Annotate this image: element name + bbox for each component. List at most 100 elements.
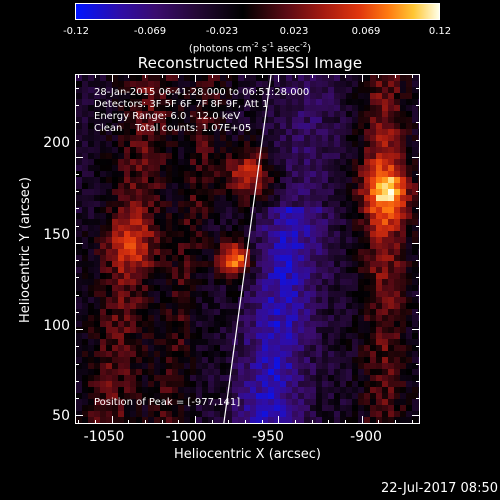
heatmap-cell	[148, 219, 154, 225]
heatmap-cell	[250, 177, 256, 183]
heatmap-cell	[412, 177, 418, 183]
heatmap-cell	[76, 153, 82, 159]
heatmap-cell	[148, 183, 154, 189]
heatmap-cell	[106, 99, 112, 105]
heatmap-cell	[250, 99, 256, 105]
heatmap-cell	[208, 273, 214, 279]
peak-position: Position of Peak = [-977,141]	[94, 397, 241, 408]
heatmap-cell	[94, 237, 100, 243]
heatmap-cell	[280, 267, 286, 273]
heatmap-cell	[268, 411, 274, 417]
clean-counts: Clean Total counts: 1.07E+05	[94, 123, 252, 134]
heatmap-cell	[208, 357, 214, 363]
heatmap-cell	[190, 369, 196, 375]
heatmap-cell	[310, 231, 316, 237]
heatmap-cells	[76, 75, 419, 423]
heatmap-cell	[82, 189, 88, 195]
heatmap-cell	[406, 135, 412, 141]
heatmap-cell	[232, 399, 238, 405]
heatmap-cell	[232, 243, 238, 249]
heatmap-cell	[298, 393, 304, 399]
heatmap-cell	[394, 363, 400, 369]
heatmap-cell	[352, 165, 358, 171]
heatmap-cell	[94, 117, 100, 123]
heatmap-cell	[250, 339, 256, 345]
heatmap-cell	[334, 315, 340, 321]
heatmap-cell	[256, 213, 262, 219]
heatmap-cell	[172, 303, 178, 309]
heatmap-cell	[250, 393, 256, 399]
heatmap-cell	[244, 303, 250, 309]
heatmap-cell	[166, 339, 172, 345]
heatmap-cell	[268, 183, 274, 189]
heatmap-cell	[178, 183, 184, 189]
heatmap-cell	[214, 129, 220, 135]
heatmap-cell	[220, 243, 226, 249]
heatmap-cell	[136, 405, 142, 411]
heatmap-cell	[358, 387, 364, 393]
axis-tick	[278, 74, 280, 82]
heatmap-cell	[214, 153, 220, 159]
heatmap-cell	[184, 333, 190, 339]
heatmap-cell	[418, 267, 419, 273]
heatmap-cell	[136, 93, 142, 99]
energy-range: Energy Range: 6.0 - 12.0 keV	[94, 111, 241, 122]
heatmap-cell	[166, 93, 172, 99]
heatmap-cell	[250, 381, 256, 387]
heatmap-cell	[400, 351, 406, 357]
heatmap-cell	[262, 105, 268, 111]
heatmap-cell	[178, 339, 184, 345]
heatmap-cell	[232, 285, 238, 291]
heatmap-cell	[142, 123, 148, 129]
heatmap-cell	[88, 99, 94, 105]
heatmap-cell	[100, 411, 106, 417]
heatmap-cell	[184, 189, 190, 195]
heatmap-cell	[184, 177, 190, 183]
heatmap-cell	[322, 129, 328, 135]
heatmap-cell	[412, 267, 418, 273]
heatmap-cell	[256, 279, 262, 285]
heatmap-cell	[370, 345, 376, 351]
heatmap-cell	[304, 237, 310, 243]
heatmap-cell	[292, 141, 298, 147]
heatmap-cell	[286, 291, 292, 297]
heatmap-cell	[118, 315, 124, 321]
heatmap-cell	[106, 327, 112, 333]
heatmap-cell	[160, 267, 166, 273]
axis-tick	[75, 225, 79, 227]
heatmap-cell	[370, 213, 376, 219]
heatmap-cell	[370, 357, 376, 363]
heatmap-cell	[418, 297, 419, 303]
heatmap-cell	[304, 303, 310, 309]
heatmap-cell	[328, 243, 334, 249]
heatmap-cell	[250, 267, 256, 273]
heatmap-cell	[82, 411, 88, 417]
heatmap-cell	[166, 267, 172, 273]
heatmap-cell	[334, 231, 340, 237]
heatmap-cell	[178, 351, 184, 357]
heatmap-cell	[376, 207, 382, 213]
heatmap-cell	[316, 111, 322, 117]
heatmap-cell	[328, 231, 334, 237]
heatmap-cell	[274, 93, 280, 99]
heatmap-cell	[346, 279, 352, 285]
heatmap-cell	[88, 213, 94, 219]
heatmap-cell	[358, 309, 364, 315]
heatmap-cell	[412, 321, 418, 327]
heatmap-cell	[76, 177, 82, 183]
heatmap-cell	[130, 219, 136, 225]
heatmap-cell	[178, 279, 184, 285]
heatmap-cell	[94, 171, 100, 177]
heatmap-cell	[184, 159, 190, 165]
heatmap-cell	[166, 129, 172, 135]
heatmap-cell	[124, 87, 130, 93]
heatmap-cell	[268, 327, 274, 333]
footer-timestamp: 22-Jul-2017 08:50	[380, 481, 498, 496]
heatmap-cell	[304, 81, 310, 87]
heatmap-cell	[238, 417, 244, 423]
heatmap-cell	[202, 225, 208, 231]
heatmap-cell	[340, 105, 346, 111]
heatmap-cell	[322, 387, 328, 393]
heatmap-cell	[298, 369, 304, 375]
heatmap-cell	[400, 387, 406, 393]
